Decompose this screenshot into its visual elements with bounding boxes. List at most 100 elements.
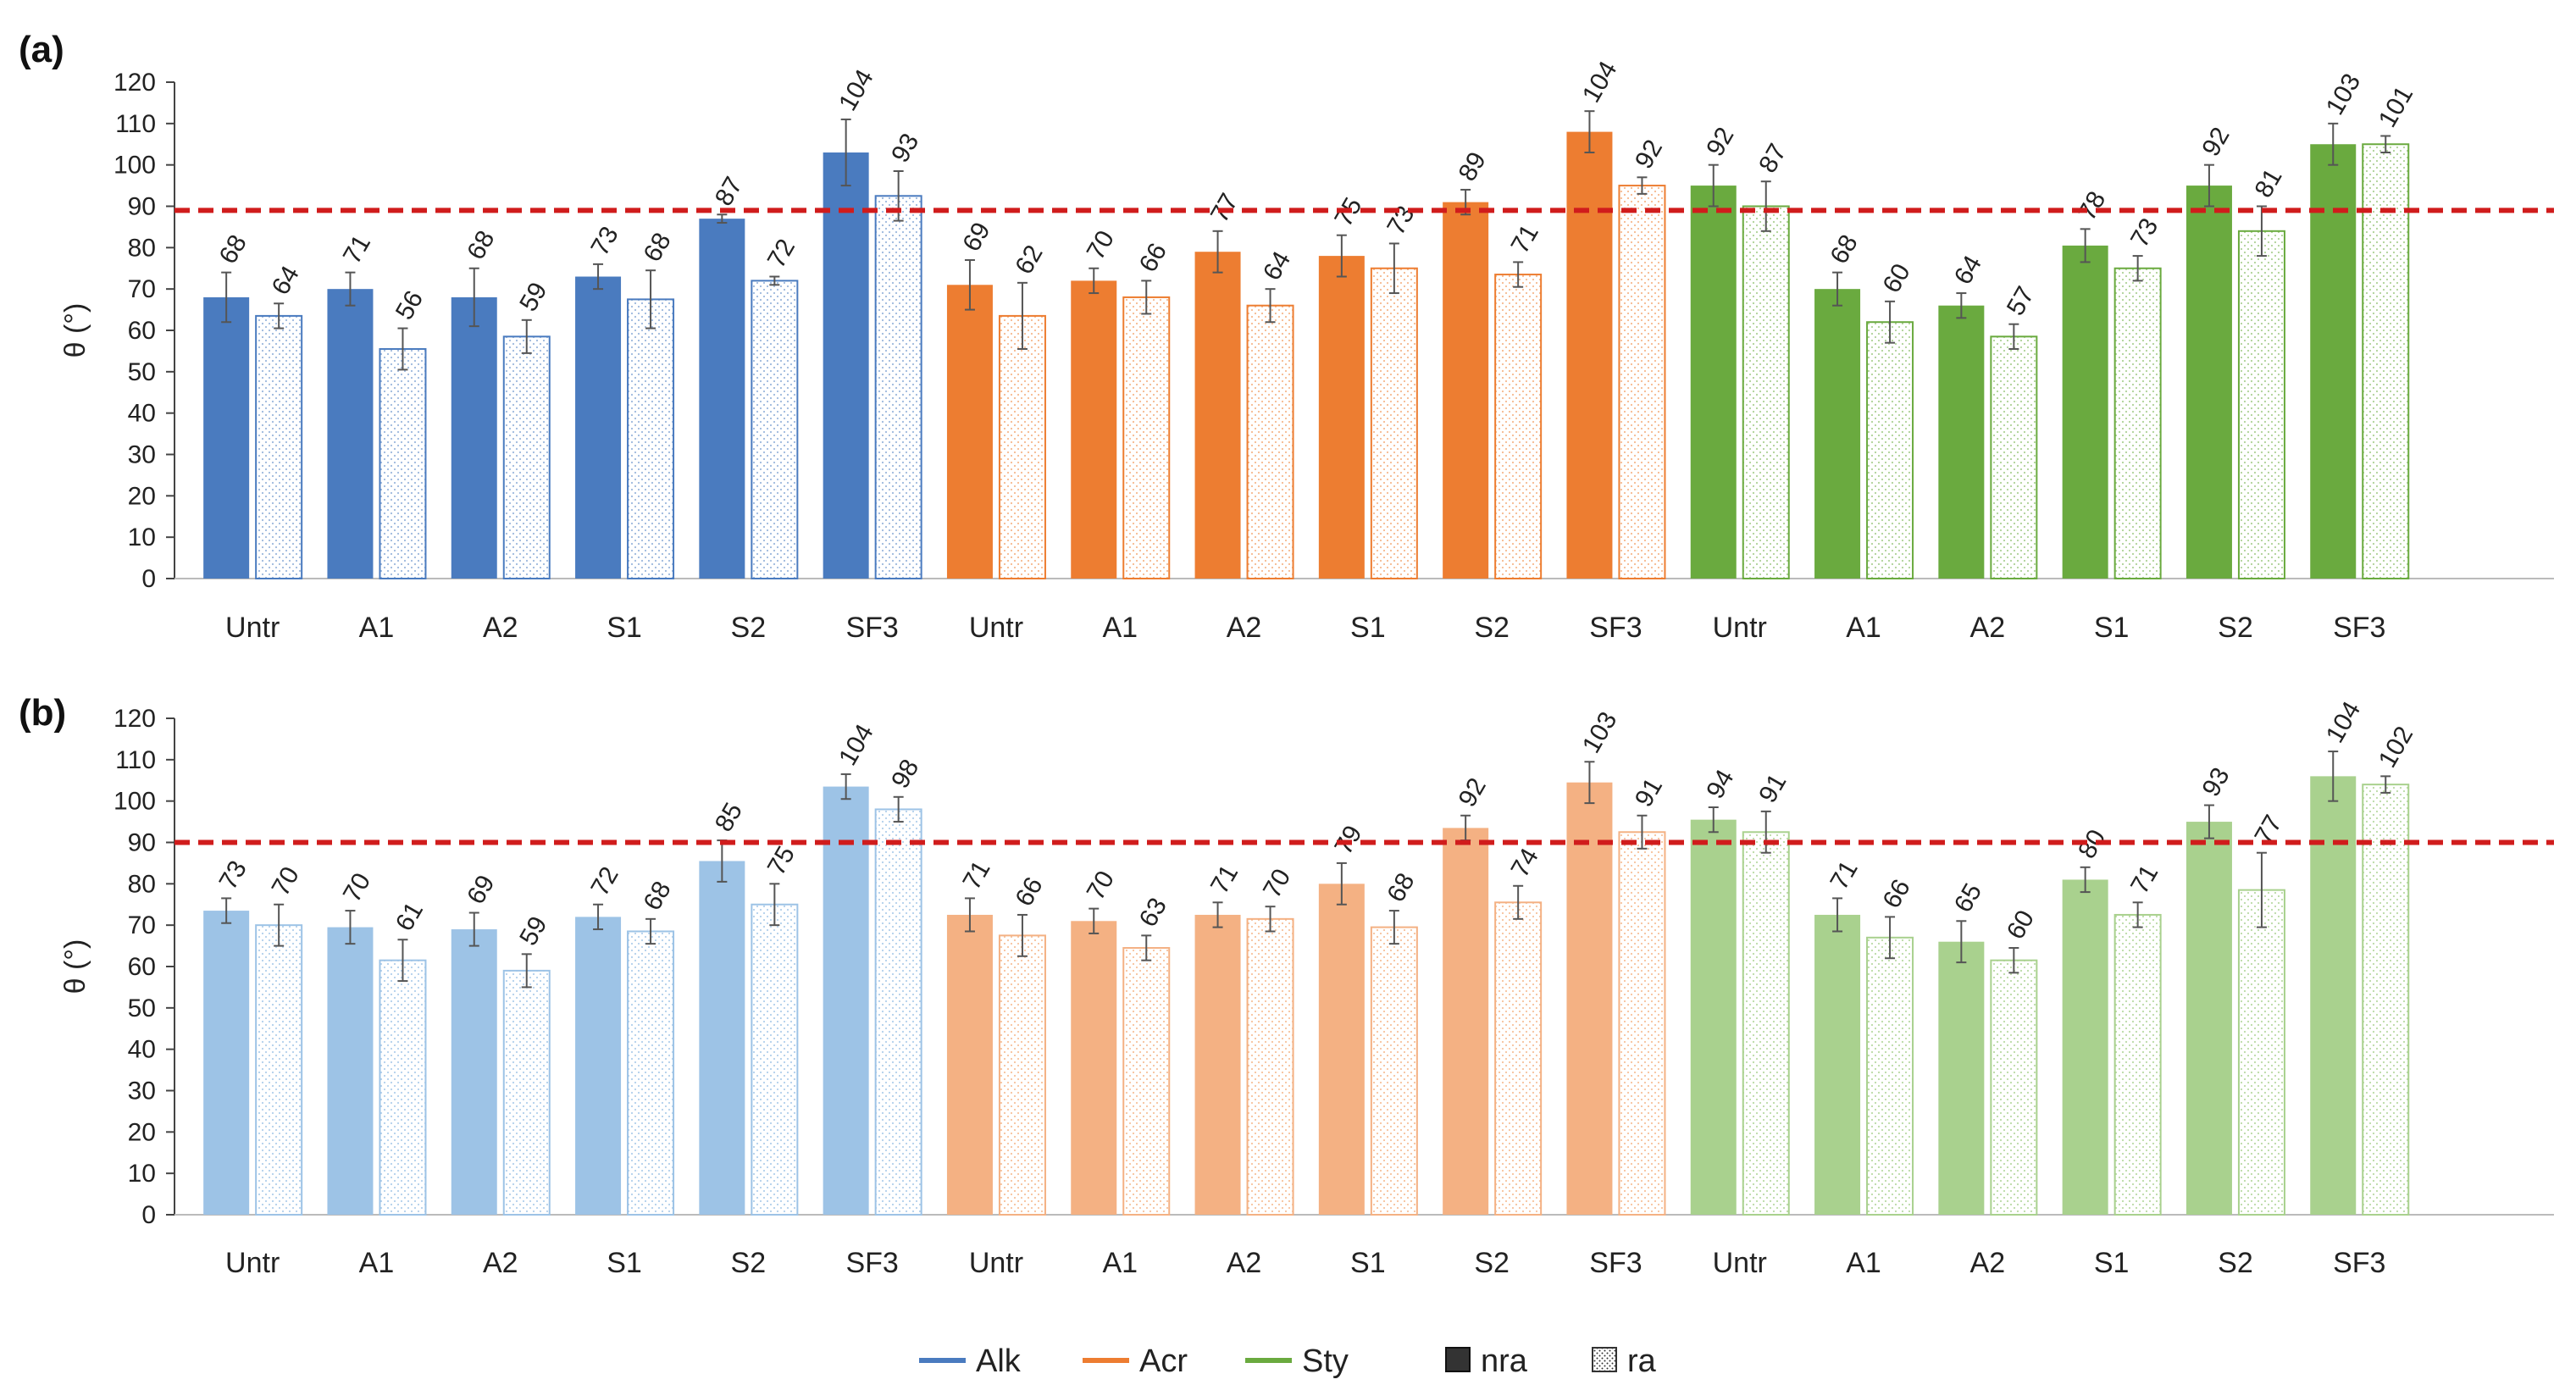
data-label: 71 xyxy=(1205,860,1244,898)
data-label: 92 xyxy=(1454,773,1492,812)
bar-Alk-ra-SF3 xyxy=(874,808,922,1216)
x-tick-label: S2 xyxy=(2218,1247,2253,1279)
data-label: 73 xyxy=(214,856,252,895)
data-label: 103 xyxy=(1577,707,1623,758)
x-tick-label: A2 xyxy=(483,1247,518,1279)
data-label: 92 xyxy=(1701,123,1739,161)
panel-label: (b) xyxy=(19,692,66,734)
data-label: 71 xyxy=(2125,860,2163,898)
legend-label-ra: ra xyxy=(1627,1343,1657,1379)
bar-Acr-nra-Untr xyxy=(946,914,993,1215)
data-label: 78 xyxy=(2073,186,2111,224)
bar-Acr-ra-SF3 xyxy=(1618,185,1666,579)
bar-Acr-nra-A1 xyxy=(1071,280,1117,579)
bar-Sty-nra-SF3 xyxy=(2310,144,2357,579)
data-label: 68 xyxy=(462,226,500,264)
data-label: 73 xyxy=(1382,202,1420,240)
y-axis-title: θ (°) xyxy=(59,939,91,994)
data-label: 68 xyxy=(639,228,677,266)
x-tick-label: S2 xyxy=(1474,1247,1510,1279)
bar-Alk-nra-A2 xyxy=(451,929,497,1215)
y-tick-label: 80 xyxy=(128,870,156,898)
data-label: 72 xyxy=(762,235,800,273)
x-tick-label: A2 xyxy=(1970,612,2006,644)
data-label: 59 xyxy=(514,278,552,316)
legend-label-sty: Sty xyxy=(1302,1343,1349,1379)
data-label: 98 xyxy=(886,755,924,793)
bar-Alk-ra-A2 xyxy=(502,969,551,1216)
data-label: 87 xyxy=(1753,139,1792,177)
y-axis-title: θ (°) xyxy=(59,303,91,358)
data-label: 93 xyxy=(2197,763,2235,801)
bar-Acr-ra-S1 xyxy=(1370,926,1418,1216)
bar-Sty-nra-S2 xyxy=(2185,822,2232,1215)
data-label: 93 xyxy=(886,129,924,167)
bar-Acr-ra-A1 xyxy=(1122,947,1171,1216)
data-label: 101 xyxy=(2374,81,2419,132)
bar-Sty-nra-A2 xyxy=(1938,941,1985,1215)
data-label: 68 xyxy=(214,230,252,269)
data-label: 61 xyxy=(391,897,429,935)
bar-Alk-ra-A2 xyxy=(502,335,551,579)
legend-swatch-ra xyxy=(1592,1347,1617,1372)
x-tick-label: SF3 xyxy=(1589,612,1642,644)
bar-Acr-nra-S1 xyxy=(1318,884,1365,1215)
data-label: 75 xyxy=(762,841,800,879)
bar-Sty-ra-A2 xyxy=(1990,959,2038,1216)
data-label: 91 xyxy=(1753,769,1792,807)
y-tick-label: 30 xyxy=(128,1077,156,1105)
y-tick-label: 20 xyxy=(128,1118,156,1146)
x-tick-label: S2 xyxy=(1474,612,1510,644)
data-label: 103 xyxy=(2321,69,2367,119)
bar-Sty-ra-A1 xyxy=(1866,321,1914,579)
bar-Alk-nra-SF3 xyxy=(823,786,869,1215)
x-tick-label: SF3 xyxy=(845,612,898,644)
bar-Alk-ra-S1 xyxy=(627,298,675,579)
x-tick-label: S1 xyxy=(2094,612,2130,644)
data-label: 71 xyxy=(957,856,995,895)
data-label: 68 xyxy=(1825,230,1864,269)
data-label: 102 xyxy=(2374,722,2419,773)
x-tick-label: SF3 xyxy=(2333,612,2385,644)
bar-Acr-ra-S2 xyxy=(1494,901,1543,1216)
bar-Alk-nra-A1 xyxy=(327,289,374,579)
bar-Acr-ra-A2 xyxy=(1246,917,1294,1216)
bar-Acr-nra-SF3 xyxy=(1566,131,1613,579)
bar-Alk-nra-S1 xyxy=(575,276,622,579)
data-label: 104 xyxy=(2321,697,2367,748)
data-label: 92 xyxy=(2197,123,2235,161)
data-label: 104 xyxy=(1577,57,1623,108)
bar-Sty-nra-S1 xyxy=(2062,245,2108,579)
bar-Sty-nra-A1 xyxy=(1814,289,1861,579)
bar-Sty-ra-S2 xyxy=(2237,230,2285,579)
bar-Alk-ra-S2 xyxy=(751,903,799,1216)
data-label: 56 xyxy=(391,286,429,324)
data-label: 66 xyxy=(1134,238,1172,276)
bar-Alk-nra-Untr xyxy=(203,911,250,1215)
data-label: 94 xyxy=(1701,765,1739,803)
data-label: 85 xyxy=(710,798,748,836)
x-tick-label: Untr xyxy=(1713,612,1767,644)
bar-Acr-ra-A1 xyxy=(1122,296,1171,579)
bar-Alk-ra-SF3 xyxy=(874,195,922,580)
y-tick-label: 120 xyxy=(114,705,156,733)
x-tick-label: A1 xyxy=(1102,612,1138,644)
x-tick-label: A1 xyxy=(359,1247,395,1279)
x-tick-label: SF3 xyxy=(845,1247,898,1279)
data-label: 71 xyxy=(338,230,376,269)
panel-label: (a) xyxy=(19,29,64,70)
bar-Alk-nra-S1 xyxy=(575,917,622,1215)
bar-Alk-nra-S2 xyxy=(699,861,745,1215)
data-label: 59 xyxy=(514,911,552,950)
x-tick-label: S1 xyxy=(607,1247,642,1279)
y-tick-label: 10 xyxy=(128,1160,156,1188)
data-label: 62 xyxy=(1010,241,1048,279)
bar-Sty-nra-S1 xyxy=(2062,879,2108,1215)
chart-panel-b: (b) 0 10 20 30 40 50 60 70 80 90 100 110 120 θ (°) 73 70… xyxy=(19,692,2554,1279)
y-tick-label: 110 xyxy=(115,110,156,138)
data-label: 104 xyxy=(834,720,879,771)
data-label: 60 xyxy=(2002,906,2040,944)
bar-Acr-nra-Untr xyxy=(946,285,993,579)
data-label: 74 xyxy=(1506,844,1544,882)
